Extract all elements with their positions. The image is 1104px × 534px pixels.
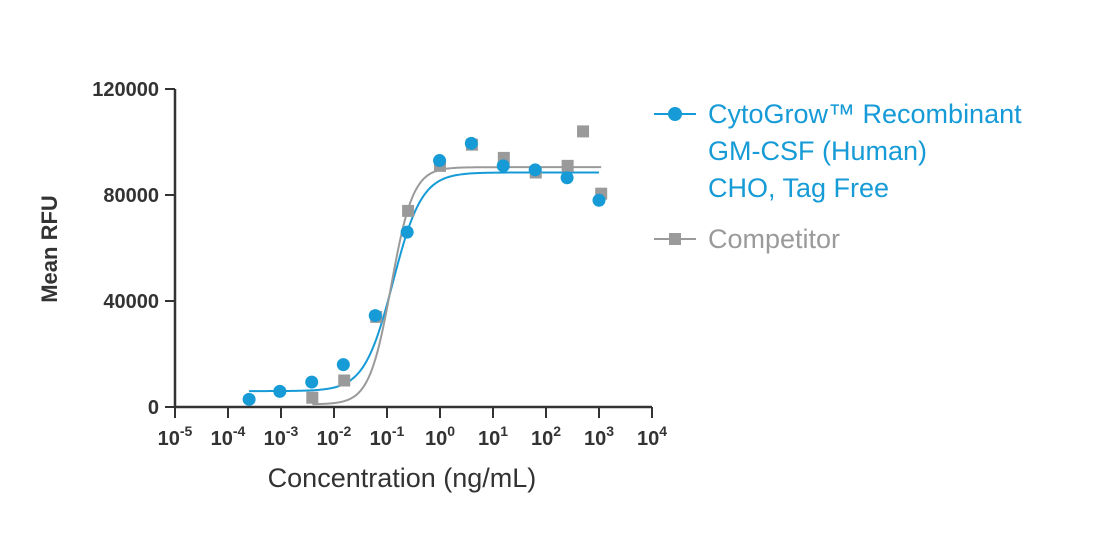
x-axis-title: Concentration (ng/mL): [268, 463, 537, 493]
x-tick-label: 102: [531, 423, 561, 450]
competitor-data-point: [577, 125, 590, 138]
legend-item-cytogrow: CytoGrow™ Recombinant GM-CSF (Human) CHO…: [652, 96, 1092, 207]
x-tick-label: 10-4: [211, 423, 246, 450]
fit-curves: [249, 166, 602, 406]
x-tick-label: 10-2: [317, 423, 352, 450]
legend-circle-marker-icon: [654, 107, 696, 121]
x-tick-label: 10-1: [370, 423, 405, 450]
cytogrow-data-point: [336, 358, 350, 372]
competitor-data-point: [402, 204, 415, 217]
x-tick-label: 10-3: [264, 423, 299, 450]
x-tick-label: 101: [478, 423, 508, 450]
y-tick-label: 40000: [103, 291, 159, 313]
cytogrow-data-point: [242, 392, 256, 406]
cytogrow-data-point: [305, 375, 319, 389]
cytogrow-data-point: [433, 154, 447, 168]
competitor-data-point: [561, 159, 574, 172]
legend-label-competitor: Competitor: [708, 224, 841, 254]
cytogrow-data-point: [273, 384, 287, 398]
legend: CytoGrow™ Recombinant GM-CSF (Human) CHO…: [652, 96, 1092, 272]
axes: 0 40000 80000 120000 10-5 10-4 10-3 10-2 10-1 100…: [92, 79, 667, 450]
legend-square-marker-icon: [654, 233, 696, 245]
cytogrow-data-point: [560, 171, 574, 185]
competitor-data-point: [338, 374, 351, 387]
x-tick-label: 10-5: [158, 423, 193, 450]
data-points: [242, 125, 608, 406]
cytogrow-data-point: [464, 136, 478, 150]
cytogrow-data-point: [368, 309, 382, 323]
y-tick-label: 0: [148, 397, 159, 419]
cytogrow-data-point: [528, 163, 542, 177]
x-tick-label: 103: [584, 423, 614, 450]
x-tick-label: 104: [637, 423, 667, 450]
cytogrow-data-point: [592, 193, 606, 207]
cytogrow-data-point: [400, 225, 414, 239]
y-tick-label: 80000: [103, 185, 159, 207]
cytogrow-data-point: [496, 159, 510, 173]
legend-item-competitor: Competitor: [652, 221, 1092, 258]
x-tick-label: 100: [425, 423, 455, 450]
competitor-data-point: [306, 391, 319, 404]
cytogrow-fit-curve: [249, 171, 599, 393]
competitor-fit-curve: [312, 166, 602, 406]
y-tick-label: 120000: [92, 79, 159, 101]
y-axis-title: Mean RFU: [37, 195, 62, 303]
legend-label-cytogrow: CytoGrow™ Recombinant GM-CSF (Human) CHO…: [708, 99, 1022, 203]
